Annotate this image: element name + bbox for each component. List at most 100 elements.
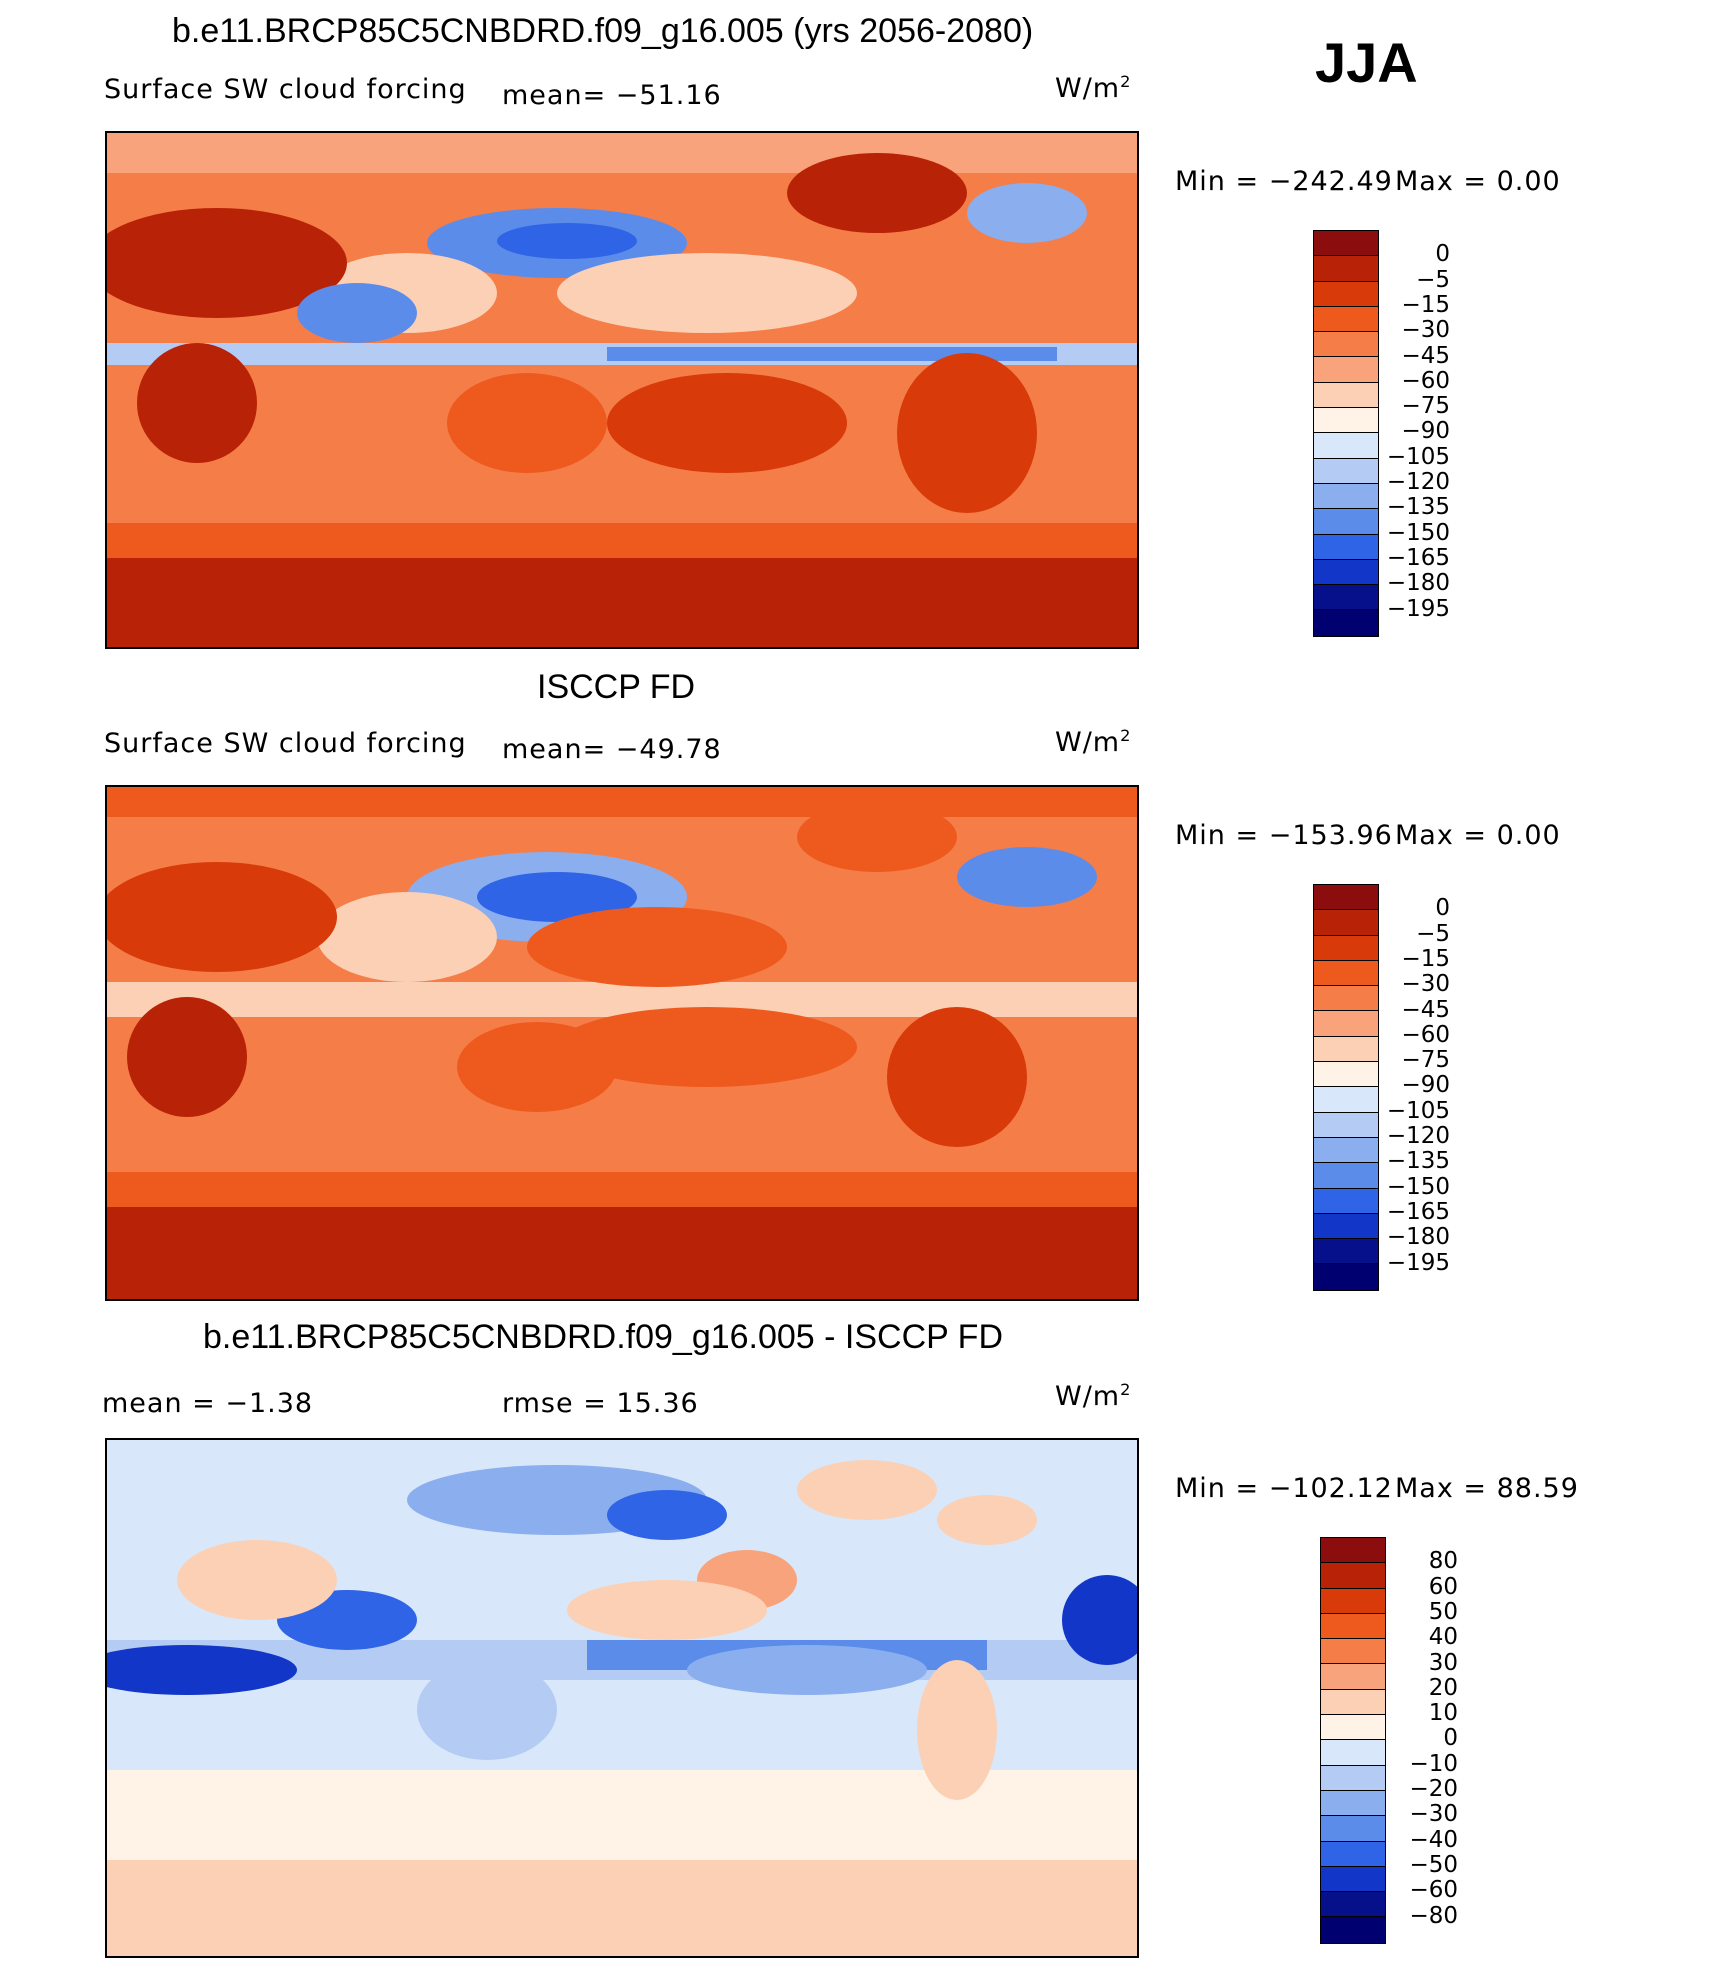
- colorbar-swatch: [1314, 910, 1378, 936]
- colorbar-tick-label: −20: [1409, 1776, 1458, 1802]
- panel1-units: W/m2: [1055, 72, 1132, 104]
- colorbar-swatch: [1314, 1112, 1378, 1138]
- colorbar-swatch: [1321, 1639, 1385, 1665]
- colorbar-swatch: [1314, 382, 1378, 409]
- colorbar-swatch: [1314, 559, 1378, 586]
- colorbar-swatch: [1321, 1816, 1385, 1842]
- colorbar-swatch: [1314, 433, 1378, 459]
- colorbar-swatch: [1321, 1715, 1385, 1741]
- panel2-map-field: [107, 787, 1137, 1299]
- colorbar-swatch: [1314, 408, 1378, 434]
- colorbar-swatch: [1314, 281, 1378, 307]
- colorbar-swatch: [1321, 1790, 1385, 1817]
- colorbar-tick-label: −195: [1386, 595, 1450, 622]
- panel3-max: Max = 88.59: [1395, 1473, 1579, 1504]
- panel1-colorbar: [1313, 230, 1379, 637]
- colorbar-swatch: [1314, 231, 1378, 257]
- panel3-mean: mean = −1.38: [102, 1388, 314, 1419]
- colorbar-tick-label: −60: [1401, 367, 1450, 394]
- panel2-min: Min = −153.96: [1175, 820, 1393, 851]
- colorbar-swatch: [1314, 585, 1378, 611]
- colorbar-swatch: [1314, 935, 1378, 961]
- panel3-rmse: rmse = 15.36: [502, 1388, 699, 1419]
- colorbar-swatch: [1314, 1213, 1378, 1240]
- panel3-units: W/m2: [1055, 1380, 1132, 1412]
- panel2-mean: mean= −49.78: [502, 734, 722, 765]
- panel1-max: Max = 0.00: [1395, 166, 1561, 197]
- colorbar-swatch: [1321, 1866, 1385, 1893]
- colorbar-tick-label: −135: [1386, 494, 1450, 521]
- colorbar-swatch: [1314, 960, 1378, 987]
- colorbar-tick-label: −90: [1401, 1072, 1450, 1099]
- colorbar-swatch: [1321, 1765, 1385, 1791]
- panel1-variable: Surface SW cloud forcing: [104, 74, 467, 105]
- colorbar-tick-label: −30: [1401, 317, 1450, 344]
- colorbar-tick-label: −5: [1416, 266, 1450, 293]
- colorbar-tick-label: −150: [1386, 1173, 1450, 1200]
- colorbar-tick-label: −30: [1401, 971, 1450, 998]
- panel3-min: Min = −102.12: [1175, 1473, 1393, 1504]
- panel1-map-field: [107, 133, 1137, 647]
- colorbar-tick-label: −15: [1401, 291, 1450, 318]
- colorbar-swatch: [1314, 885, 1378, 911]
- colorbar-swatch: [1314, 458, 1378, 484]
- colorbar-swatch: [1314, 1163, 1378, 1189]
- colorbar-swatch: [1321, 1588, 1385, 1614]
- colorbar-tick-label: −40: [1409, 1826, 1458, 1853]
- colorbar-swatch: [1314, 357, 1378, 383]
- colorbar-swatch: [1321, 1892, 1385, 1918]
- colorbar-tick-label: 80: [1428, 1548, 1458, 1575]
- panel3-colorbar: [1320, 1537, 1386, 1944]
- colorbar-swatch: [1314, 1264, 1378, 1290]
- colorbar-swatch: [1314, 256, 1378, 282]
- panel2-colorbar: [1313, 884, 1379, 1291]
- colorbar-tick-label: −75: [1401, 1047, 1450, 1074]
- colorbar-swatch: [1321, 1917, 1385, 1943]
- colorbar-tick-label: −135: [1386, 1148, 1450, 1175]
- colorbar-tick-label: −120: [1386, 469, 1450, 495]
- colorbar-tick-label: 0: [1443, 1725, 1458, 1752]
- panel2-variable: Surface SW cloud forcing: [104, 728, 467, 759]
- colorbar-tick-label: 0: [1435, 895, 1450, 922]
- colorbar-swatch: [1314, 1011, 1378, 1037]
- colorbar-swatch: [1314, 986, 1378, 1012]
- panel3-map: [105, 1438, 1139, 1958]
- colorbar-swatch: [1314, 1062, 1378, 1088]
- colorbar-swatch: [1321, 1841, 1385, 1867]
- colorbar-tick-label: 60: [1428, 1573, 1458, 1600]
- colorbar-tick-label: −180: [1386, 1224, 1450, 1251]
- panel2-units: W/m2: [1055, 726, 1132, 758]
- colorbar-swatch: [1314, 483, 1378, 510]
- panel2-map: [105, 785, 1139, 1301]
- colorbar-swatch: [1321, 1740, 1385, 1766]
- colorbar-swatch: [1321, 1613, 1385, 1640]
- colorbar-tick-label: 10: [1428, 1700, 1458, 1727]
- panel3-map-field: [107, 1440, 1137, 1956]
- colorbar-tick-label: −10: [1409, 1750, 1458, 1777]
- colorbar-tick-label: 0: [1435, 241, 1450, 268]
- season-label: JJA: [1315, 31, 1418, 94]
- colorbar-tick-label: −75: [1401, 393, 1450, 420]
- panel1-min: Min = −242.49: [1175, 166, 1393, 197]
- colorbar-tick-label: −165: [1386, 544, 1450, 571]
- colorbar-tick-label: −105: [1386, 443, 1450, 470]
- colorbar-swatch: [1321, 1538, 1385, 1564]
- colorbar-swatch: [1321, 1563, 1385, 1589]
- colorbar-swatch: [1314, 1137, 1378, 1164]
- colorbar-swatch: [1314, 509, 1378, 535]
- colorbar-swatch: [1314, 1239, 1378, 1265]
- colorbar-tick-label: 20: [1428, 1674, 1458, 1701]
- colorbar-swatch: [1314, 306, 1378, 333]
- colorbar-tick-label: −45: [1401, 996, 1450, 1023]
- colorbar-tick-label: −5: [1416, 920, 1450, 947]
- colorbar-swatch: [1321, 1689, 1385, 1716]
- panel2-max: Max = 0.00: [1395, 820, 1561, 851]
- colorbar-swatch: [1314, 1188, 1378, 1214]
- colorbar-swatch: [1314, 1087, 1378, 1113]
- panel3-title: b.e11.BRCP85C5CNBDRD.f09_g16.005 - ISCCP…: [203, 1318, 1003, 1356]
- colorbar-tick-label: −45: [1401, 342, 1450, 369]
- colorbar-tick-label: 30: [1428, 1649, 1458, 1676]
- panel1-map: [105, 131, 1139, 649]
- colorbar-swatch: [1314, 1036, 1378, 1063]
- colorbar-tick-label: −105: [1386, 1097, 1450, 1124]
